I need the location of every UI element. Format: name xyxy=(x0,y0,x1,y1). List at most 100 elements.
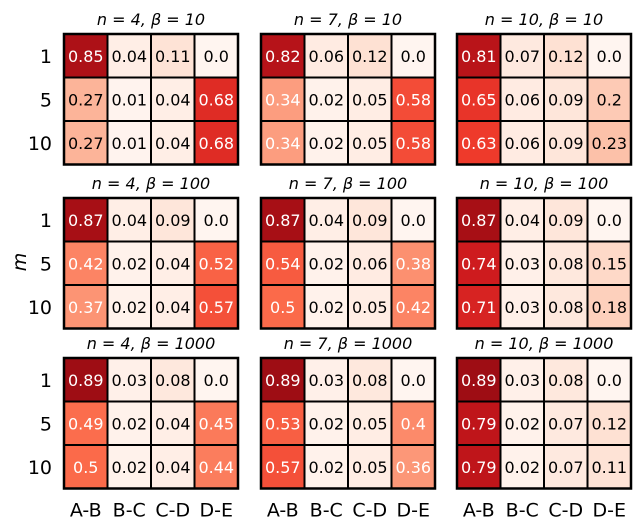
cell-value-label: 0.49 xyxy=(68,414,104,433)
panel-title: n = 4, β = 1000 xyxy=(87,334,216,353)
heatmap-cell xyxy=(499,197,545,243)
x-tick-label: C-D xyxy=(352,500,387,522)
panel-frame xyxy=(62,356,240,490)
panel-frame xyxy=(259,356,437,490)
cell-value-label: 0.04 xyxy=(504,211,540,230)
cell-value-label: 0.01 xyxy=(111,90,147,109)
panel-frame xyxy=(455,196,633,330)
panel-frame xyxy=(455,32,633,166)
x-tick-label: D-E xyxy=(397,500,431,522)
cell-value-label: 0.04 xyxy=(155,298,191,317)
heatmap-cell xyxy=(106,357,152,403)
cell-value-label: 0.0 xyxy=(401,47,426,66)
heatmap-cell xyxy=(456,444,502,490)
heatmap-cell xyxy=(260,76,306,122)
panel-title: n = 10, β = 1000 xyxy=(475,334,614,353)
heatmap-panel: n = 4, β = 1000 0.89 0.03 0.08 0.0 0.49 0.02 0.… xyxy=(28,334,240,522)
y-tick-label: 5 xyxy=(40,253,52,275)
cell-value-label: 0.09 xyxy=(548,134,584,153)
y-tick-label: 5 xyxy=(40,89,52,111)
heatmap-cell xyxy=(499,240,545,286)
cell-value-label: 0.02 xyxy=(308,254,344,273)
y-tick-label: 10 xyxy=(28,457,52,479)
cell-value-label: 0.2 xyxy=(597,90,622,109)
cell-value-label: 0.81 xyxy=(461,47,497,66)
cell-value-label: 0.04 xyxy=(155,414,191,433)
y-tick-label: 1 xyxy=(40,46,52,68)
cell-value-label: 0.58 xyxy=(395,134,431,153)
cell-value-label: 0.04 xyxy=(155,458,191,477)
cell-value-label: 0.03 xyxy=(504,254,540,273)
heatmap-cell xyxy=(303,120,349,166)
cell-value-label: 0.02 xyxy=(111,458,147,477)
cell-value-label: 0.52 xyxy=(198,254,234,273)
heatmap-cell xyxy=(63,444,109,490)
cell-value-label: 0.63 xyxy=(461,134,497,153)
cell-value-label: 0.03 xyxy=(504,371,540,390)
cell-value-label: 0.0 xyxy=(597,371,622,390)
panel-title: n = 10, β = 10 xyxy=(485,10,603,29)
heatmap-panel: n = 4, β = 10 0.85 0.04 0.11 0.0 0.27 0.01 0.04… xyxy=(28,10,240,166)
heatmap-cell xyxy=(390,357,436,403)
x-tick-label: C-D xyxy=(155,500,190,522)
y-tick-label: 5 xyxy=(40,413,52,435)
cell-value-label: 0.27 xyxy=(68,134,104,153)
cell-value-label: 0.85 xyxy=(68,47,104,66)
cell-value-label: 0.06 xyxy=(308,47,344,66)
cell-value-label: 0.07 xyxy=(548,414,584,433)
cell-value-label: 0.06 xyxy=(352,254,388,273)
cell-value-label: 0.09 xyxy=(352,211,388,230)
heatmap-panel: n = 7, β = 1000 0.89 0.03 0.08 0.0 0.53 0.02 0.… xyxy=(259,334,437,522)
heatmap-cell xyxy=(347,444,393,490)
heatmap-cell xyxy=(193,76,239,122)
cell-value-label: 0.0 xyxy=(204,371,229,390)
cell-value-label: 0.58 xyxy=(395,90,431,109)
cell-value-label: 0.02 xyxy=(308,134,344,153)
cell-value-label: 0.12 xyxy=(591,414,627,433)
heatmap-cell xyxy=(150,400,196,446)
cell-value-label: 0.34 xyxy=(265,90,301,109)
cell-value-label: 0.08 xyxy=(548,298,584,317)
cell-value-label: 0.44 xyxy=(198,458,234,477)
cell-value-label: 0.02 xyxy=(504,458,540,477)
panel-title: n = 4, β = 100 xyxy=(92,174,210,193)
cell-value-label: 0.02 xyxy=(308,90,344,109)
y-tick-label: 10 xyxy=(28,297,52,319)
cell-value-label: 0.03 xyxy=(308,371,344,390)
cell-value-label: 0.02 xyxy=(111,298,147,317)
heatmap-panel: n = 4, β = 100 0.87 0.04 0.09 0.0 0.42 0.02 0.0… xyxy=(28,174,240,330)
heatmap-cell xyxy=(303,197,349,243)
cell-value-label: 0.57 xyxy=(198,298,234,317)
cell-value-label: 0.79 xyxy=(461,414,497,433)
heatmap-cell xyxy=(193,444,239,490)
cell-value-label: 0.0 xyxy=(204,211,229,230)
cell-value-label: 0.38 xyxy=(395,254,431,273)
cell-value-label: 0.12 xyxy=(352,47,388,66)
x-tick-label: B-C xyxy=(113,500,146,522)
x-tick-label: C-D xyxy=(548,500,583,522)
heatmap-cell xyxy=(193,120,239,166)
cell-value-label: 0.45 xyxy=(198,414,234,433)
cell-value-label: 0.09 xyxy=(548,90,584,109)
heatmap-cell xyxy=(586,357,632,403)
heatmap-cell xyxy=(260,400,306,446)
heatmap-cell xyxy=(347,357,393,403)
cell-value-label: 0.05 xyxy=(352,90,388,109)
cell-value-label: 0.09 xyxy=(548,211,584,230)
heatmap-cell xyxy=(193,400,239,446)
x-tick-label: B-C xyxy=(506,500,539,522)
cell-value-label: 0.68 xyxy=(198,90,234,109)
heatmap-cell xyxy=(150,284,196,330)
panel-title: n = 7, β = 1000 xyxy=(284,334,413,353)
cell-value-label: 0.5 xyxy=(73,458,98,477)
heatmap-cell xyxy=(390,197,436,243)
panel-frame xyxy=(259,32,437,166)
cell-value-label: 0.87 xyxy=(461,211,497,230)
cell-value-label: 0.08 xyxy=(352,371,388,390)
heatmap-panel: n = 10, β = 10 0.81 0.07 0.12 0.0 0.65 0.06 0.0… xyxy=(455,10,633,166)
cell-value-label: 0.27 xyxy=(68,90,104,109)
x-tick-label: A-B xyxy=(70,500,102,522)
heatmap-cell xyxy=(543,120,589,166)
heatmap-cell xyxy=(303,240,349,286)
